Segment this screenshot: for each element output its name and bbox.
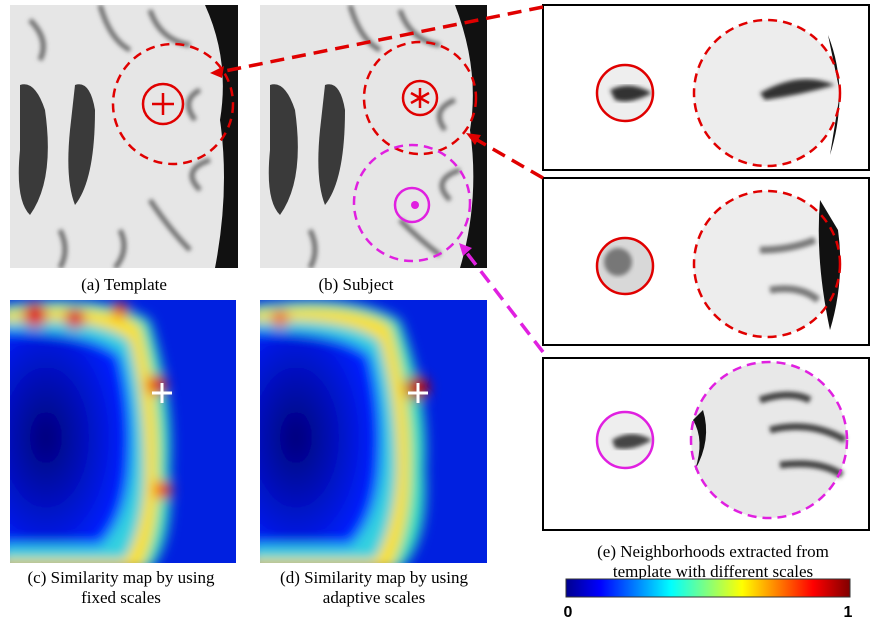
caption: (c) Similarity map by using bbox=[28, 568, 215, 587]
caption: adaptive scales bbox=[323, 588, 425, 607]
caption: (b) Subject bbox=[318, 275, 393, 294]
page: (a) Template (b) Subject (c) Similarity … bbox=[0, 0, 871, 627]
colorbar-label: 1 bbox=[844, 604, 853, 621]
neighborhood-box bbox=[543, 5, 869, 170]
point-marker bbox=[411, 201, 419, 209]
colorbar bbox=[566, 579, 850, 597]
figure: (a) Template (b) Subject (c) Similarity … bbox=[0, 0, 871, 622]
colorbar-label: 0 bbox=[564, 604, 573, 621]
caption: (e) Neighborhoods extracted from bbox=[597, 542, 829, 561]
fixed-similarity-map bbox=[0, 300, 236, 570]
caption: template with different scales bbox=[613, 562, 813, 581]
caption: (a) Template bbox=[81, 275, 167, 294]
caption: fixed scales bbox=[81, 588, 161, 607]
neighborhood-box bbox=[543, 358, 869, 530]
adaptive-similarity-map bbox=[250, 300, 487, 570]
neighborhood-box bbox=[543, 178, 869, 345]
caption: (d) Similarity map by using bbox=[280, 568, 468, 587]
subject-image bbox=[260, 5, 487, 268]
